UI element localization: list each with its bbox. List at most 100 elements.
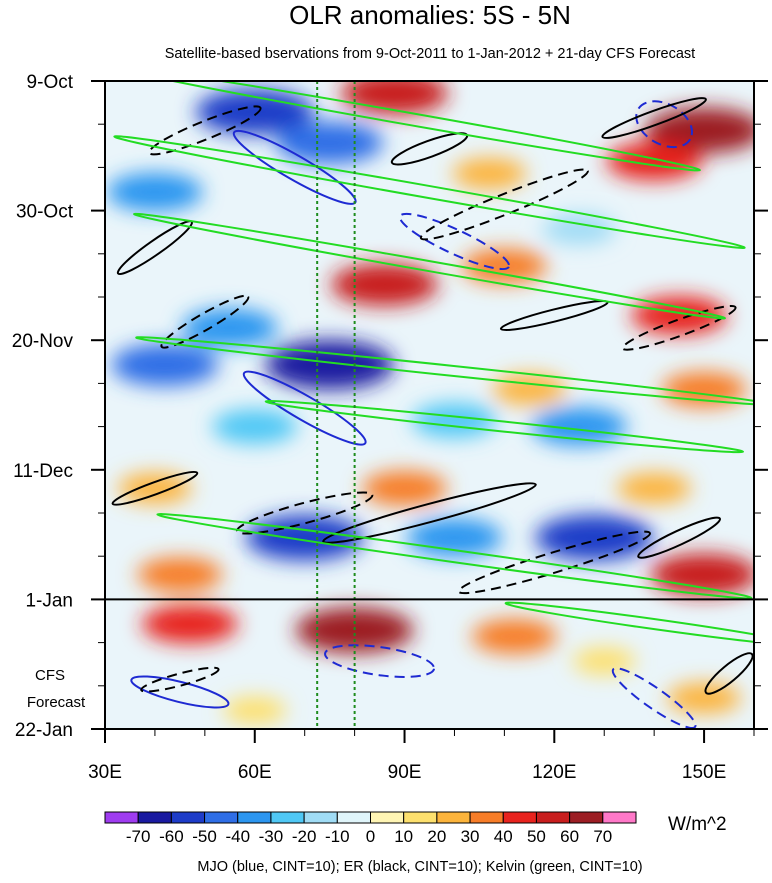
plot-area [105,81,754,729]
colorbar-swatch-14 [569,811,604,824]
colorbar-swatch-2 [170,811,206,824]
colorbar-swatch-15 [602,811,637,824]
anomaly-blob-29 [471,619,557,654]
mjo-contour-4 [324,644,436,678]
anomaly-blob-25 [137,557,223,593]
colorbar-swatch-12 [502,811,537,824]
colorbar-label: 60 [560,827,579,846]
y-axis: 9-Oct 30-Oct 20-Nov 11-Dec 1-Jan 22-Jan [12,72,768,741]
anomaly-field [106,81,754,725]
er-contour-18 [457,530,651,595]
anomaly-blob-32 [667,682,742,714]
colorbar-label: -40 [225,827,250,846]
colorbar-label: -20 [292,827,317,846]
plot-frame [104,80,755,730]
anomaly-blob-20 [362,470,448,506]
colorbar-label: 40 [494,827,513,846]
x-tick-label: 90E [388,762,422,783]
mjo-contour-6 [130,675,230,709]
anomaly-blob-24 [535,514,654,561]
anomaly-blob-0 [341,81,449,115]
er-contour-17 [322,482,537,544]
colorbar-swatch-6 [303,811,338,824]
colorbar-swatch-13 [535,811,571,824]
anomaly-blob-11 [631,296,728,335]
colorbar-label: -30 [259,827,284,846]
y-tick-label: 9-Oct [27,72,74,93]
colorbar-label: 10 [394,827,413,846]
colorbar: -70 -60 -50 -40 -30 -20 -10 0 10 20 30 40 50 60 70 [104,811,637,846]
chart-title: OLR anomalies: 5S - 5N [289,0,571,30]
colorbar-swatch-10 [436,811,471,824]
anomaly-blob-10 [181,308,278,348]
y-tick-label: 20-Nov [12,331,74,352]
kelvin-contour-23 [113,135,746,249]
colorbar-swatch-5 [270,811,305,824]
colorbar-label: 0 [366,827,375,846]
colorbar-label: 20 [427,827,446,846]
er-contour-14 [621,305,737,351]
kelvin-contour-24 [133,212,726,320]
colorbar-label: -50 [192,827,217,846]
anomaly-blob-12 [265,340,395,390]
colorbar-swatch-9 [403,811,438,824]
colorbar-label: 50 [527,827,546,846]
chart-subtitle: Satellite-based bservations from 9-Oct-2… [165,46,695,62]
er-contour-21 [704,652,754,695]
x-tick-label: 120E [532,762,576,783]
colorbar-label: 30 [461,827,480,846]
contour-legend: MJO (blue, CINT=10); ER (black, CINT=10)… [197,859,642,875]
anomaly-blob-6 [106,172,203,212]
er-contour-11 [419,168,589,241]
kelvin-contour-25 [135,336,754,406]
x-axis: 30E 60E 90E 120E 150E [88,729,755,783]
anomaly-blob-9 [461,248,547,284]
x-tick-label: 150E [682,762,726,783]
forecast-label-line1: CFS [35,667,65,684]
forecast-label-line2: Forecast [27,694,86,711]
wave-contours [108,81,754,729]
er-contour-7 [148,105,262,156]
anomaly-blob-28 [141,604,238,644]
x-tick-label: 60E [238,762,272,783]
anomaly-blob-4 [606,142,703,181]
anomaly-blob-22 [245,514,364,561]
colorbar-swatch-0 [104,811,139,824]
colorbar-label: -60 [159,827,184,846]
anomaly-blob-19 [117,472,192,504]
colorbar-label: -70 [126,827,151,846]
kelvin-contour-27 [156,513,753,600]
anomaly-blob-13 [111,343,219,386]
x-tick-label: 30E [88,762,122,783]
y-tick-label: 11-Dec [13,461,73,482]
anomaly-blob-31 [223,696,287,725]
kelvin-contour-28 [504,601,754,647]
y-tick-label: 30-Oct [16,202,74,223]
er-contour-19 [637,516,722,559]
reference-longitude-lines [316,81,356,729]
kelvin-contour-22 [108,81,701,172]
colorbar-label: 70 [593,827,612,846]
kelvin-contour-26 [264,400,745,454]
anomaly-blob-14 [492,373,567,406]
anomaly-blob-8 [331,263,439,306]
mjo-contour-3 [242,370,367,446]
anomaly-blob-2 [276,121,384,164]
anomaly-blob-21 [617,472,692,504]
colorbar-swatch-1 [137,811,172,824]
colorbar-swatch-7 [336,811,371,824]
anomaly-blob-5 [452,157,527,190]
colorbar-units: W/m^2 [668,814,727,835]
colorbar-swatch-11 [469,811,504,824]
er-contour-20 [140,666,220,693]
er-contour-15 [111,470,199,506]
colorbar-swatch-8 [370,811,405,824]
er-contour-9 [601,97,707,139]
anomaly-blob-16 [212,409,298,444]
mjo-contour-5 [611,667,697,729]
colorbar-swatch-3 [204,811,239,824]
er-contour-16 [236,491,374,535]
anomaly-blob-1 [195,89,314,135]
anomaly-blob-26 [650,553,754,596]
